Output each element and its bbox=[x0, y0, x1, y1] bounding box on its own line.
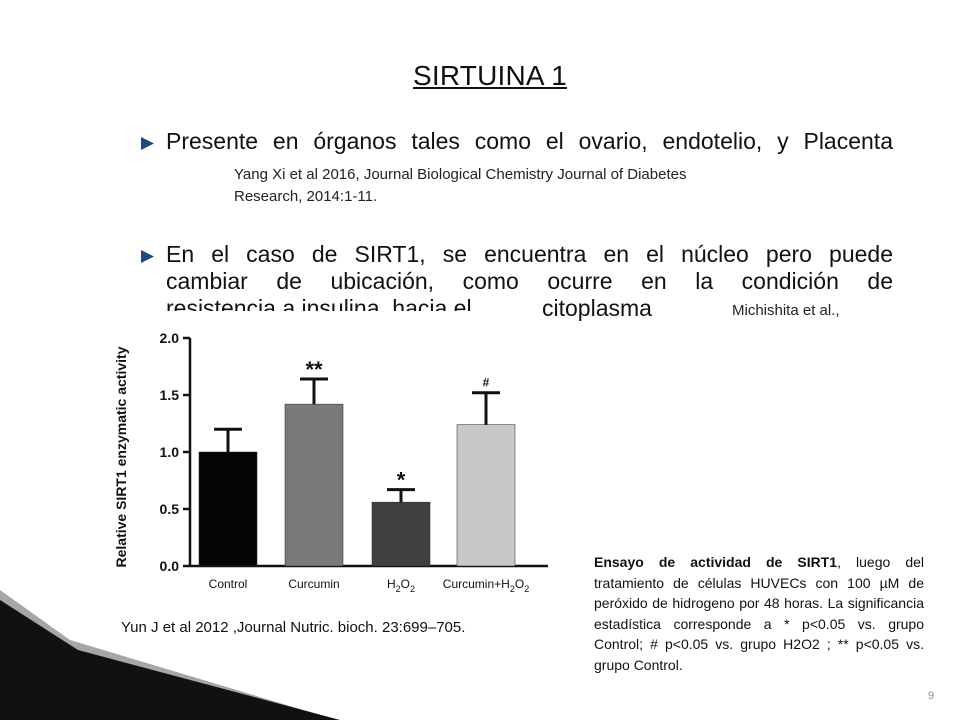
bullet-2-line-1: En el caso de SIRT1, se encuentra en el … bbox=[166, 241, 893, 267]
bullet-2-line-3-hidden: resistencia a insulina, hacia el bbox=[166, 297, 472, 311]
bullet-1-ref-line-2: Research, 2014:1-11. bbox=[234, 188, 378, 205]
y-axis-title: Relative SIRT1 enzymatic activity bbox=[113, 346, 129, 567]
slide-title: SIRTUINA 1 bbox=[413, 60, 567, 91]
bar bbox=[198, 451, 258, 567]
bar bbox=[456, 424, 516, 567]
y-tick-label: 0.5 bbox=[160, 501, 180, 517]
bar bbox=[371, 501, 431, 567]
y-tick-label: 1.0 bbox=[160, 444, 180, 460]
sirt1-activity-chart: 0.0 0.5 1.0 1.5 2.0 Relative SIRT1 enzymatic … bbox=[110, 308, 560, 613]
x-tick-label: Curcumin+H2O2 bbox=[443, 577, 529, 594]
chart-svg: 0.0 0.5 1.0 1.5 2.0 Relative SIRT1 enzymatic … bbox=[113, 330, 548, 594]
significance-label: ** bbox=[305, 357, 323, 382]
y-tick-label: 0.0 bbox=[160, 558, 180, 574]
caption-bold: Ensayo de actividad de SIRT1 bbox=[594, 554, 838, 570]
x-tick-label: Control bbox=[209, 577, 248, 591]
x-tick-label: Curcumin bbox=[288, 577, 339, 591]
bullet-2-line-2: cambiar de ubicación, como ocurre en la … bbox=[166, 268, 893, 294]
bullet-arrow-icon bbox=[141, 250, 154, 263]
bullet-2-ref: Michishita et al., bbox=[732, 302, 840, 319]
significance-label: * bbox=[397, 468, 406, 493]
significance-label: # bbox=[483, 376, 490, 390]
y-tick-label: 2.0 bbox=[160, 330, 180, 346]
caption-rest: , luego del tratamiento de células HUVEC… bbox=[594, 554, 924, 673]
bullet-2-line-3-clipped: resistencia a insulina, hacia el bbox=[166, 297, 506, 311]
bullet-1-ref-line-1: Yang Xi et al 2016, Journal Biological C… bbox=[234, 166, 687, 183]
bar bbox=[284, 403, 344, 567]
y-tick-label: 1.5 bbox=[160, 387, 180, 403]
bullet-1-text: Presente en órganos tales como el ovario… bbox=[166, 128, 893, 154]
bullet-arrow-icon bbox=[141, 137, 154, 150]
figure-caption: Ensayo de actividad de SIRT1, luego del … bbox=[594, 552, 924, 675]
figure-reference: Yun J et al 2012 ,Journal Nutric. bioch.… bbox=[121, 619, 466, 636]
page-number: 9 bbox=[928, 690, 935, 702]
bullet-2-line-3-visible: citoplasma bbox=[542, 295, 652, 321]
x-tick-label: H2O2 bbox=[387, 577, 415, 594]
